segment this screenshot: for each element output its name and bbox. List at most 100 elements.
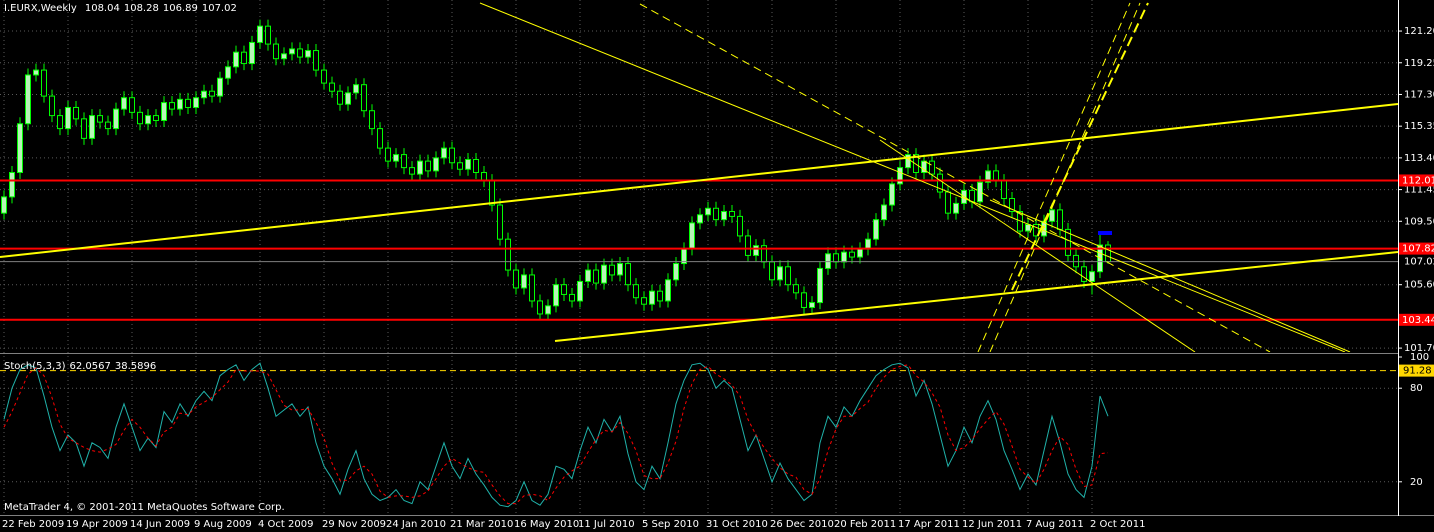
candle-body: [1001, 180, 1007, 200]
candle-body: [353, 84, 359, 94]
level-label-box: [1399, 313, 1434, 326]
candle-body: [129, 97, 135, 113]
candle-body: [1025, 224, 1031, 232]
candle-body: [1033, 224, 1039, 237]
candle-body: [745, 235, 751, 256]
candle-body: [841, 251, 847, 263]
candle-body: [665, 279, 671, 302]
x-tick-label: 5 Sep 2010: [642, 519, 699, 530]
level-label-box: [1399, 242, 1434, 255]
candle-body: [121, 97, 127, 110]
y-tick-label: 111.45: [1404, 185, 1434, 196]
candle-body: [937, 173, 943, 193]
x-tick-label: 26 Dec 2010: [770, 519, 834, 530]
x-tick-label: 22 Feb 2009: [2, 519, 64, 530]
stoch-line: [3, 362, 1109, 508]
candle-body: [33, 69, 39, 76]
candle-body: [377, 128, 383, 149]
x-tick-label: 16 May 2010: [514, 519, 579, 530]
trendlines: [0, 2, 1398, 352]
candle-body: [529, 274, 535, 302]
candle-body: [401, 154, 407, 169]
candle-body: [985, 170, 991, 183]
candle-body: [433, 157, 439, 172]
x-tick-label: 20 Feb 2011: [834, 519, 896, 530]
candle-body: [369, 110, 375, 130]
candle-body: [1, 196, 7, 214]
grid-layer: [0, 0, 1398, 515]
x-tick-label: 19 Apr 2009: [66, 519, 128, 530]
level-label-box: [1399, 364, 1434, 377]
level-label: 91.28: [1403, 366, 1432, 377]
y-tick-label: 115.35: [1404, 121, 1434, 132]
y-tick-label: 113.40: [1404, 153, 1434, 164]
candle-body: [545, 305, 551, 315]
copyright: MetaTrader 4, © 2001-2011 MetaQuotes Sof…: [4, 502, 285, 513]
high-value: 108.28: [124, 3, 159, 14]
candle-body: [913, 154, 919, 174]
candle-body: [409, 167, 415, 175]
candle-body: [57, 115, 63, 130]
y-tick-label: 121.20: [1404, 26, 1434, 37]
candle-body: [489, 180, 495, 206]
trendline: [1011, 2, 1149, 291]
candle-body: [161, 102, 167, 121]
stoch-line: [3, 364, 1109, 505]
candle-body: [569, 293, 575, 302]
candle-body: [313, 50, 319, 71]
indicator-name: Stoch(5,3,3): [4, 361, 66, 372]
candle-body: [897, 167, 903, 185]
candle-body: [65, 106, 71, 130]
candle-body: [25, 74, 31, 125]
y-tick-label: 100: [1410, 352, 1429, 363]
candle-body: [225, 66, 231, 79]
y-tick-label: 117.30: [1404, 89, 1434, 100]
d-value: 38.5896: [115, 361, 156, 372]
candle-body: [97, 115, 103, 123]
y-tick-label: 101.70: [1404, 343, 1434, 354]
candle-body: [793, 284, 799, 294]
level-label: 112.01: [1402, 175, 1434, 186]
candle-body: [1105, 244, 1111, 263]
candle-body: [361, 84, 367, 112]
x-tick-label: 31 Oct 2010: [706, 519, 768, 530]
candle-body: [329, 82, 335, 92]
candle-body: [177, 98, 183, 110]
candle-body: [577, 280, 583, 302]
candle-body: [153, 115, 159, 121]
candle-body: [289, 48, 295, 55]
candle-body: [553, 284, 559, 307]
x-tick-label: 29 Nov 2009: [322, 519, 386, 530]
candle-body: [609, 264, 615, 276]
candle-body: [657, 290, 663, 302]
candle-body: [953, 202, 959, 214]
level-label: 103.44: [1402, 315, 1434, 326]
close-value: 107.02: [202, 3, 237, 14]
candle-body: [929, 160, 935, 175]
candle-body: [673, 263, 679, 281]
level-label-box: [1399, 174, 1434, 187]
candle-body: [473, 158, 479, 174]
candle-body: [865, 238, 871, 250]
candle-body: [73, 106, 79, 120]
candle-body: [705, 207, 711, 216]
candle-body: [801, 292, 807, 308]
candle-body: [449, 147, 455, 164]
x-tick-label: 17 Apr 2011: [898, 519, 960, 530]
marker: [1098, 231, 1112, 235]
candle-body: [785, 266, 791, 286]
candle-body: [145, 115, 151, 125]
y-tick-label: 20: [1410, 477, 1423, 488]
candle-body: [185, 98, 191, 108]
candle-body: [297, 48, 303, 58]
candle-body: [1009, 198, 1015, 213]
candle-body: [137, 111, 143, 125]
x-tick-label: 21 Mar 2010: [450, 519, 513, 530]
candle-body: [561, 284, 567, 295]
price-label: 107.02: [1404, 257, 1434, 268]
candle-body: [393, 154, 399, 162]
candle-body: [321, 69, 327, 84]
price-label-box: [1399, 255, 1434, 268]
